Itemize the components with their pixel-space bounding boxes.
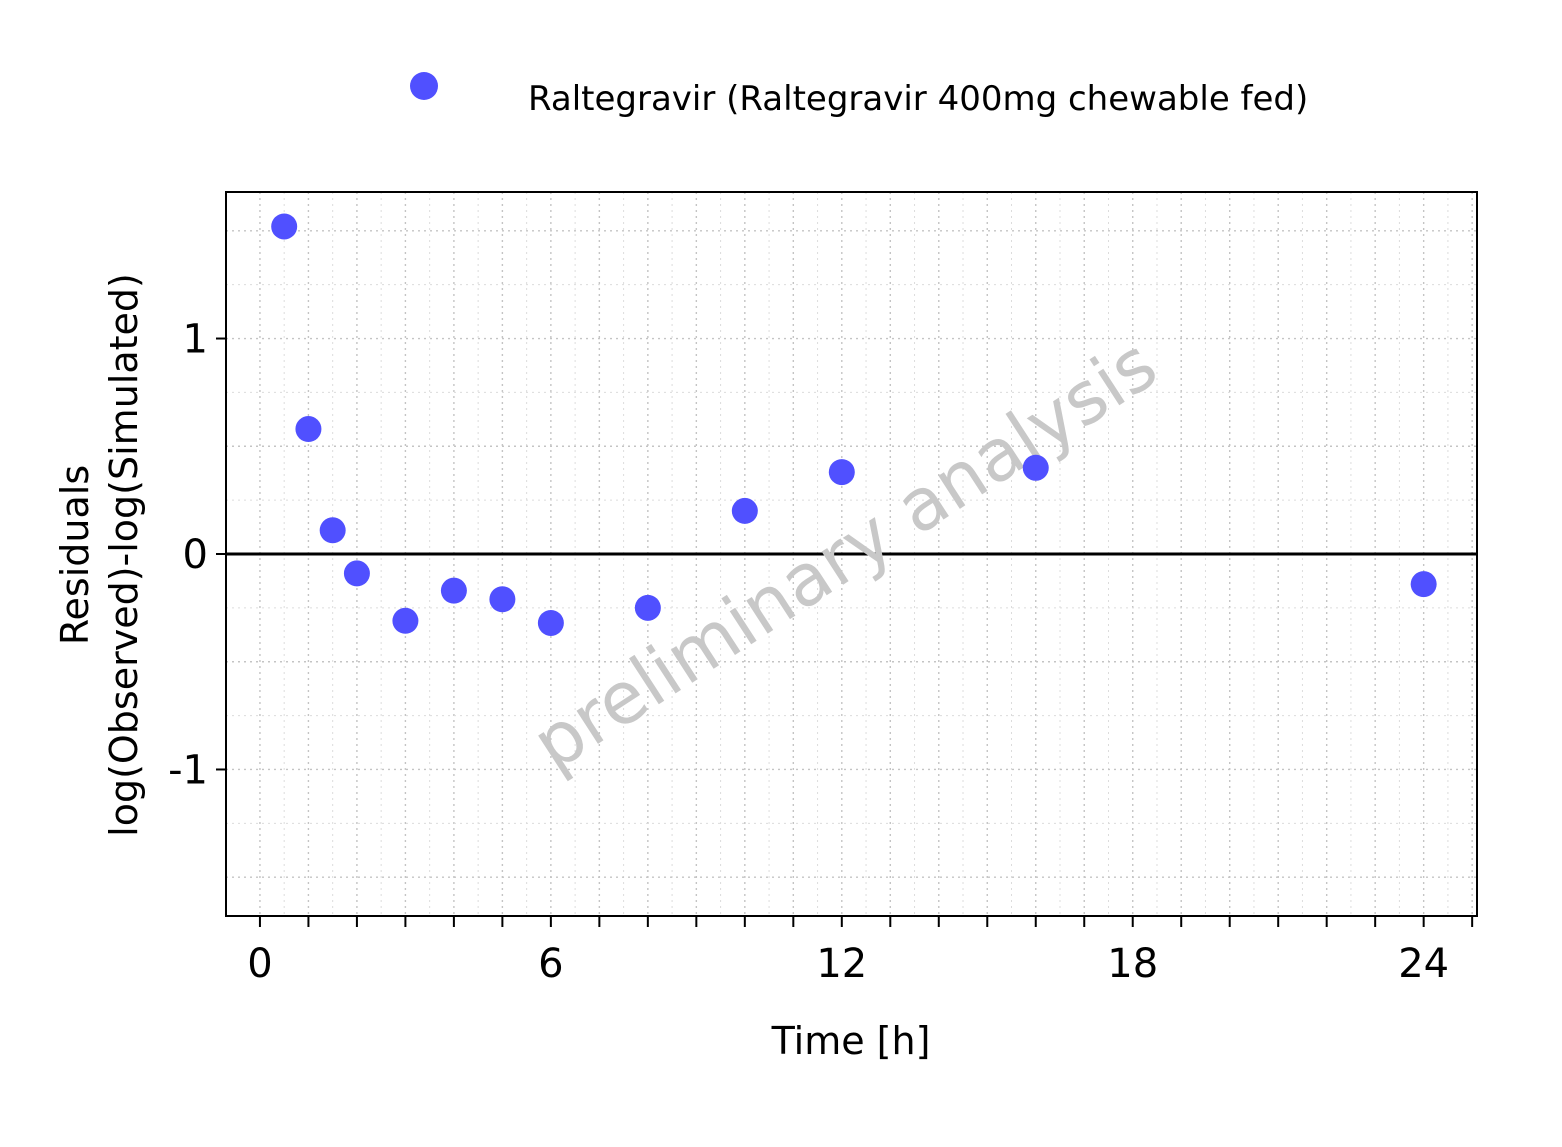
data-point (440, 577, 467, 604)
data-point (634, 594, 661, 621)
data-point (1022, 454, 1049, 481)
x-tick-label: 12 (816, 941, 867, 987)
data-point (1410, 571, 1437, 598)
data-point (319, 517, 346, 544)
legend-label: Raltegravir (Raltegravir 400mg chewable … (528, 79, 1308, 119)
legend-marker (410, 72, 438, 100)
y-axis-label-line-1: Residuals (53, 465, 97, 645)
x-tick-label: 6 (538, 941, 563, 987)
data-point (828, 459, 855, 486)
x-tick-label: 24 (1398, 941, 1449, 987)
data-point (271, 213, 298, 240)
x-tick-label: 18 (1107, 941, 1158, 987)
x-tick-label: 0 (247, 941, 272, 987)
y-tick-label: -1 (168, 747, 208, 793)
x-axis: 0 6 12 18 24 (247, 916, 1474, 987)
y-tick-label: 1 (183, 317, 208, 363)
y-axis: -1 0 1 (168, 317, 226, 793)
data-point (731, 497, 758, 524)
data-point (537, 609, 564, 636)
y-axis-label-line-2: log(Observed)-log(Simulated) (102, 273, 146, 837)
legend: Raltegravir (Raltegravir 400mg chewable … (410, 72, 1308, 119)
y-tick-label: 0 (183, 532, 208, 578)
data-point (489, 586, 516, 613)
x-axis-label: Time [h] (771, 1019, 931, 1063)
data-point (343, 560, 370, 587)
y-axis-label: Residuals log(Observed)-log(Simulated) (53, 273, 146, 837)
data-points (271, 213, 1437, 636)
data-point (392, 607, 419, 634)
data-point (295, 416, 322, 443)
